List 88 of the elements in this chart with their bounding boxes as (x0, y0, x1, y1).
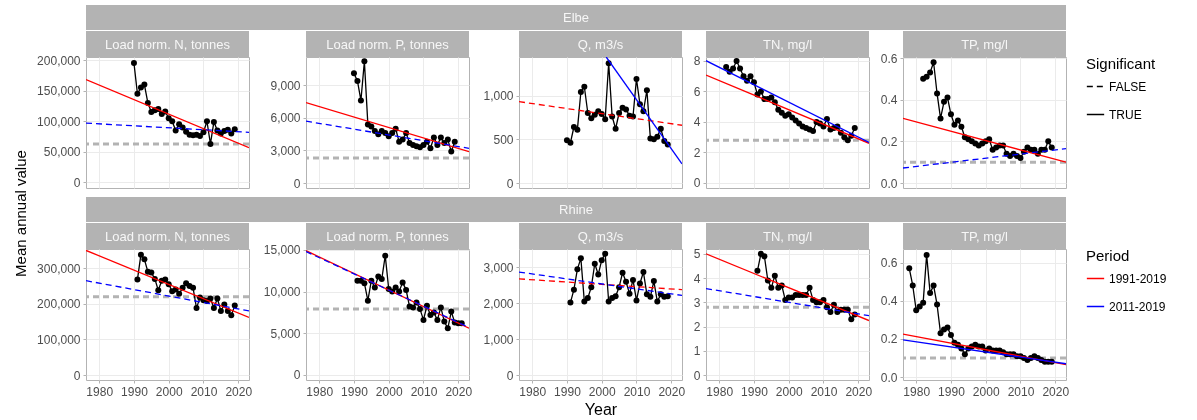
text: TRUE (1109, 107, 1142, 122)
y-tick-label: 50,000 (43, 145, 81, 160)
legend-title: Period (1086, 247, 1130, 264)
x-tick-label: 2010 (623, 384, 651, 399)
x-tick-label: 2020 (1042, 384, 1070, 399)
x-tick-label: 2010 (410, 384, 438, 399)
y-tick-label: 200,000 (37, 297, 81, 312)
x-tick-label: 1990 (938, 384, 966, 399)
chart-title: Load norm. P, tonnes (306, 223, 469, 249)
y-axis-title: Mean annual value (11, 149, 29, 279)
chart-title: Load norm. N, tonnes (86, 223, 249, 249)
x-tick-label: 1980 (86, 384, 114, 399)
y-tick-label: 8 (693, 54, 701, 69)
y-tick-label: 0 (73, 368, 81, 383)
x-tick-label: 1990 (121, 384, 149, 399)
y-tick-label: 2,000 (483, 296, 514, 311)
y-tick-label: 15,000 (263, 243, 301, 258)
y-tick-label: 500 (493, 132, 514, 147)
chart-title: Q, m3/s (519, 223, 682, 249)
chart-title: TN, mg/l (706, 223, 869, 249)
y-tick-label: 0 (506, 176, 514, 191)
x-tick-label: 2010 (810, 384, 838, 399)
x-axis-title: Year (584, 400, 618, 418)
y-tick-label: 100,000 (37, 332, 81, 347)
y-tick-label: 2 (693, 320, 701, 335)
x-tick-label: 1990 (554, 384, 582, 399)
y-tick-label: 5,000 (270, 326, 301, 341)
y-tick-label: 0 (73, 175, 81, 190)
y-tick-label: 0 (506, 368, 514, 383)
y-tick-label: 0 (693, 176, 701, 191)
chart-subtitle: Rhine (86, 197, 1066, 222)
legend-title: Significant (1086, 55, 1157, 72)
legend-label: 2011-2019 (1109, 299, 1166, 314)
chart-title: TN, mg/l (706, 31, 869, 57)
y-tick-label: 10,000 (263, 285, 301, 300)
x-tick-label: 1980 (306, 384, 334, 399)
y-tick-label: 150,000 (37, 84, 81, 99)
y-tick-label: 0 (293, 176, 301, 191)
y-tick-label: 0.0 (880, 176, 898, 191)
y-tick-label: 100,000 (37, 114, 81, 129)
x-tick-label: 2000 (588, 384, 616, 399)
x-tick-label: 2020 (225, 384, 253, 399)
y-tick-label: 1,000 (483, 89, 514, 103)
y-tick-label: 0 (693, 368, 701, 383)
legend-label: 1991-2019 (1109, 271, 1167, 286)
y-tick-label: 0.6 (880, 51, 898, 66)
x-tick-label: 1980 (519, 384, 547, 399)
chart-title: TP, mg/l (903, 223, 1066, 249)
x-tick-label: 2000 (375, 384, 403, 399)
y-tick-label: 0.2 (880, 332, 898, 347)
y-tick-label: 3 (693, 295, 701, 310)
x-tick-label: 2010 (1007, 384, 1035, 399)
y-tick-label: 5 (693, 247, 701, 262)
y-tick-label: 200,000 (37, 53, 81, 68)
y-tick-label: 1 (693, 344, 701, 359)
chart-title: Load norm. P, tonnes (306, 31, 469, 57)
y-tick-label: 0.0 (880, 370, 898, 385)
chart-title: Load norm. N, tonnes (86, 31, 249, 57)
chart-subtitle: Elbe (86, 5, 1066, 30)
y-tick-label: 0.4 (880, 294, 898, 309)
x-tick-label: 2000 (972, 384, 1000, 399)
chart-title: TP, mg/l (903, 31, 1066, 57)
y-tick-label: 9,000 (270, 78, 301, 93)
x-tick-label: 2010 (190, 384, 218, 399)
y-tick-label: 6,000 (270, 111, 301, 126)
y-tick-label: 0.6 (880, 256, 898, 271)
y-tick-label: 4 (693, 271, 701, 286)
x-tick-label: 1980 (903, 384, 931, 399)
y-tick-label: 0 (293, 368, 301, 383)
x-tick-label: 2020 (845, 384, 873, 399)
text: FALSE (1109, 79, 1147, 94)
x-tick-label: 2000 (775, 384, 803, 399)
chart-title: Q, m3/s (519, 31, 682, 57)
y-tick-label: 1,000 (483, 332, 514, 347)
y-tick-label: 0.2 (880, 134, 898, 149)
y-tick-label: 4 (693, 115, 701, 130)
x-tick-label: 1980 (706, 384, 734, 399)
x-tick-label: 2020 (658, 384, 686, 399)
y-tick-label: 2 (693, 145, 701, 160)
x-tick-label: 1990 (341, 384, 369, 399)
x-tick-label: 1990 (741, 384, 769, 399)
y-tick-label: 0.4 (880, 93, 898, 108)
y-tick-label: 3,000 (483, 260, 514, 275)
x-tick-label: 2020 (445, 384, 473, 399)
x-tick-label: 2000 (155, 384, 183, 399)
y-tick-label: 300,000 (37, 261, 81, 276)
y-tick-label: 6 (693, 84, 701, 99)
y-tick-label: 3,000 (270, 143, 301, 158)
